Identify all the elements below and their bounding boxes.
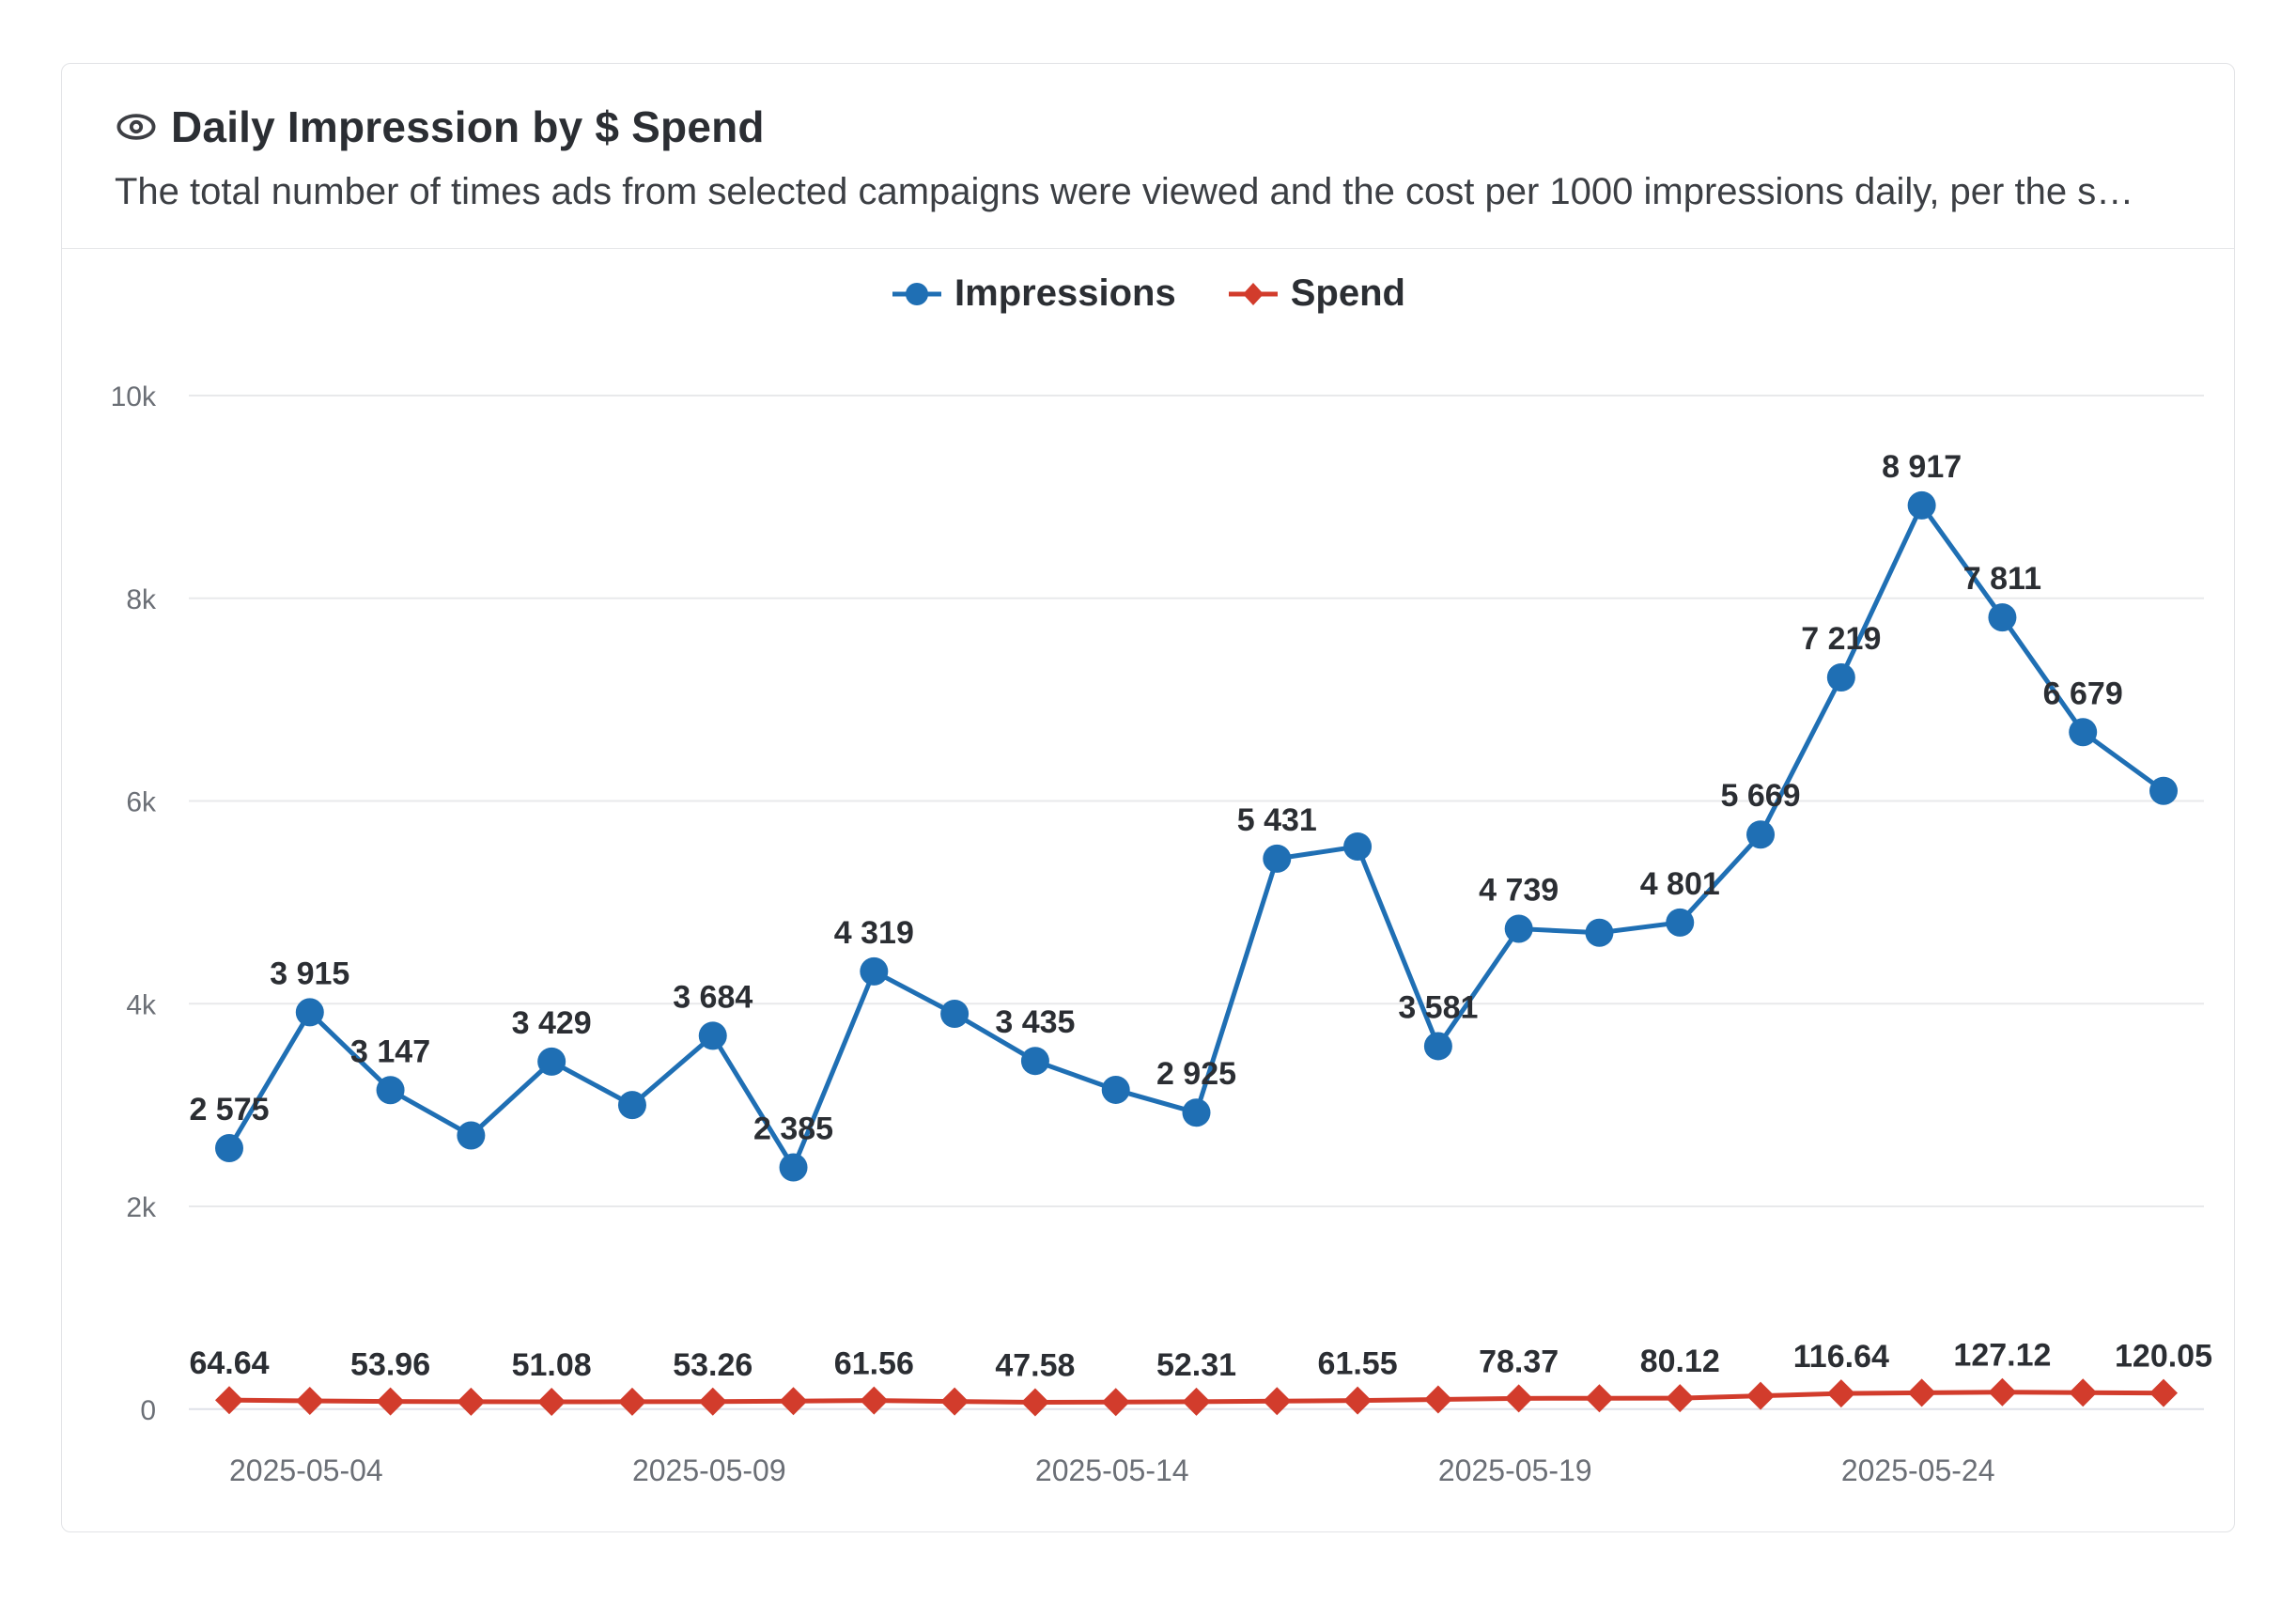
svg-text:47.58: 47.58 <box>995 1348 1075 1384</box>
svg-text:51.08: 51.08 <box>512 1347 592 1383</box>
svg-text:6 679: 6 679 <box>2043 676 2123 711</box>
svg-text:8k: 8k <box>126 584 157 615</box>
svg-text:61.56: 61.56 <box>834 1346 914 1382</box>
svg-text:4k: 4k <box>126 989 157 1020</box>
svg-text:10k: 10k <box>111 381 157 412</box>
svg-text:127.12: 127.12 <box>1953 1338 2051 1374</box>
svg-text:80.12: 80.12 <box>1640 1344 1720 1379</box>
svg-text:2025-05-09: 2025-05-09 <box>632 1453 786 1487</box>
svg-text:4 319: 4 319 <box>834 915 914 951</box>
svg-text:3 147: 3 147 <box>350 1034 430 1069</box>
svg-text:5 669: 5 669 <box>1720 778 1800 814</box>
svg-text:6k: 6k <box>126 787 157 818</box>
svg-text:2k: 2k <box>126 1192 157 1223</box>
svg-text:53.96: 53.96 <box>350 1347 430 1383</box>
svg-text:3 429: 3 429 <box>512 1005 592 1041</box>
svg-text:0: 0 <box>140 1395 156 1426</box>
svg-text:3 684: 3 684 <box>673 979 752 1015</box>
svg-text:52.31: 52.31 <box>1156 1347 1236 1383</box>
svg-text:53.26: 53.26 <box>673 1347 752 1383</box>
svg-text:7 219: 7 219 <box>1801 621 1881 657</box>
svg-text:2 575: 2 575 <box>189 1092 269 1127</box>
svg-text:120.05: 120.05 <box>2115 1339 2212 1375</box>
svg-text:7 811: 7 811 <box>1963 561 2041 597</box>
svg-text:4 739: 4 739 <box>1479 873 1559 909</box>
svg-text:2 925: 2 925 <box>1156 1056 1236 1092</box>
svg-text:2025-05-04: 2025-05-04 <box>229 1453 383 1487</box>
svg-text:4 801: 4 801 <box>1640 866 1720 902</box>
svg-text:3 435: 3 435 <box>995 1004 1075 1040</box>
svg-text:8 917: 8 917 <box>1882 449 1962 485</box>
svg-text:64.64: 64.64 <box>189 1345 269 1381</box>
svg-text:2025-05-24: 2025-05-24 <box>1841 1453 1995 1487</box>
svg-text:3 915: 3 915 <box>270 956 349 991</box>
svg-text:61.55: 61.55 <box>1318 1346 1398 1382</box>
svg-text:116.64: 116.64 <box>1793 1339 1889 1375</box>
svg-text:3 581: 3 581 <box>1398 989 1478 1025</box>
svg-text:78.37: 78.37 <box>1479 1344 1559 1379</box>
svg-text:2025-05-19: 2025-05-19 <box>1438 1453 1592 1487</box>
svg-text:5 431: 5 431 <box>1237 802 1317 838</box>
svg-text:2 385: 2 385 <box>753 1111 833 1146</box>
svg-text:2025-05-14: 2025-05-14 <box>1035 1453 1189 1487</box>
